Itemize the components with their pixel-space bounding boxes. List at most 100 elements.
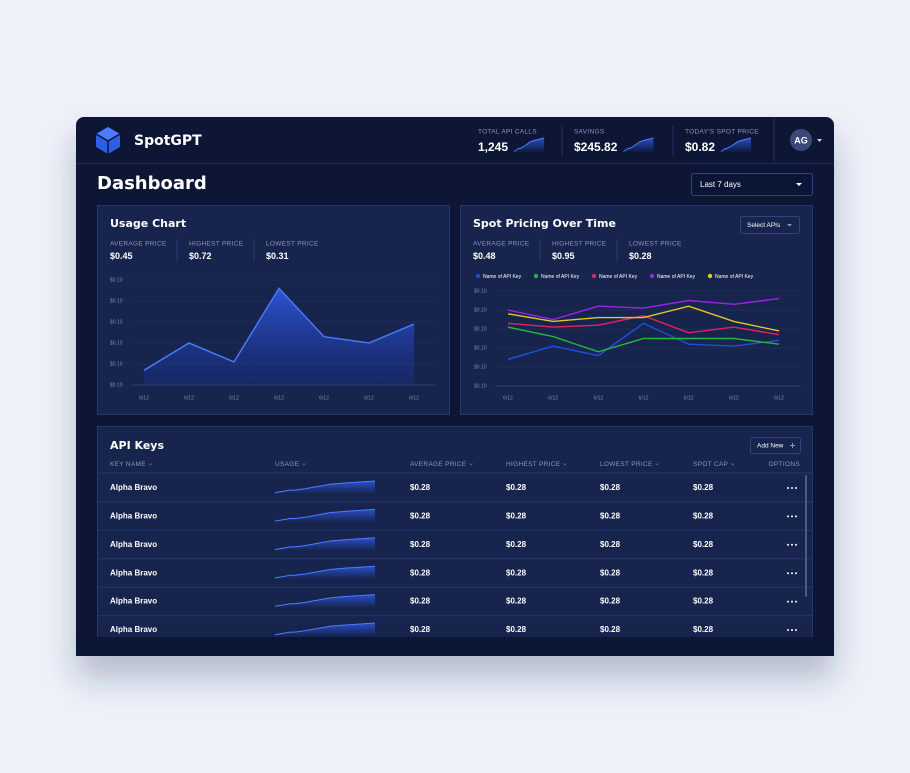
select-apis[interactable]	[740, 216, 800, 234]
x-tick-label: 6/12	[729, 395, 739, 401]
sparkline-fill	[514, 138, 545, 153]
stat-value: $0.31	[266, 251, 289, 261]
legend-swatch	[475, 273, 481, 279]
options-dot	[795, 515, 797, 518]
sparkline	[720, 137, 752, 152]
key-name: Alpha Bravo	[110, 540, 157, 549]
cell: $0.28	[506, 597, 527, 606]
cell: $0.28	[600, 540, 621, 549]
x-tick-label: 6/12	[548, 395, 558, 401]
panel-title: Spot Pricing Over Time	[473, 217, 616, 230]
column-header[interactable]: AVERAGE PRICE	[410, 461, 467, 468]
y-tick-label: $0.10	[110, 319, 123, 325]
cell: $0.28	[600, 568, 621, 577]
sort-icon	[148, 463, 153, 466]
line	[143, 287, 415, 371]
add-new-label: Add New	[757, 443, 784, 450]
legend-label: Name of API Key	[599, 274, 638, 280]
sparkline	[274, 622, 376, 636]
column-header[interactable]: USAGE	[275, 461, 300, 468]
x-tick-label: 6/12	[274, 395, 284, 401]
cell: $0.28	[600, 483, 621, 492]
legend-swatch	[707, 273, 713, 279]
key-name: Alpha Bravo	[110, 483, 157, 492]
cell: $0.28	[410, 483, 431, 492]
sparkline-fill	[275, 537, 375, 551]
column-header[interactable]: HIGHEST PRICE	[506, 461, 561, 468]
y-tick-label: $0.10	[110, 382, 123, 388]
avatar[interactable]	[790, 129, 812, 151]
stat-label: HIGHEST PRICE	[189, 241, 244, 248]
line	[507, 305, 780, 332]
add-new[interactable]	[750, 437, 801, 454]
options-dot	[787, 515, 789, 518]
x-tick-label: 6/12	[503, 395, 513, 401]
cell: $0.28	[600, 512, 621, 521]
options-dot	[795, 487, 797, 489]
sort-icon	[655, 463, 659, 466]
legend-label: Name of API Key	[715, 274, 754, 280]
panel-title: Usage Chart	[110, 217, 186, 230]
stat-value: $0.28	[629, 251, 652, 261]
sparkline-fill	[721, 138, 752, 153]
options-dot	[791, 515, 793, 518]
x-tick-label: 6/12	[639, 395, 649, 401]
options-dot	[791, 600, 793, 603]
sparkline	[623, 137, 654, 152]
line	[507, 314, 780, 336]
x-tick-label: 6/12	[184, 395, 194, 401]
column-header[interactable]: SPOT CAP	[693, 461, 728, 468]
stat-value: $0.72	[189, 251, 212, 261]
column-header[interactable]: OPTIONS	[769, 461, 801, 468]
sort-icon	[302, 463, 306, 466]
sparkline	[274, 594, 376, 607]
options-dot	[787, 543, 789, 546]
avatar-caret	[817, 139, 822, 142]
y-tick-label: $0.10	[474, 345, 487, 351]
y-tick-label: $0.10	[474, 307, 487, 313]
stat-value: 1,245	[478, 140, 508, 154]
column-header[interactable]: LOWEST PRICE	[600, 461, 653, 468]
options-dot	[791, 629, 793, 631]
cell: $0.28	[693, 568, 714, 577]
window-footer	[76, 637, 834, 656]
legend-swatch	[649, 273, 655, 279]
header-divider	[76, 163, 834, 164]
sparkline-fill	[275, 566, 375, 580]
legend-label: Name of API Key	[483, 274, 522, 280]
cell: $0.28	[410, 625, 431, 634]
range-caret	[796, 183, 802, 186]
x-tick-label: 6/12	[684, 395, 694, 401]
stat-value: $0.45	[110, 251, 133, 261]
options-dot	[795, 543, 797, 546]
cell: $0.28	[693, 540, 714, 549]
x-tick-label: 6/12	[364, 395, 374, 401]
stat-label: HIGHEST PRICE	[552, 241, 607, 248]
key-name: Alpha Bravo	[110, 568, 157, 577]
range-select[interactable]	[691, 173, 813, 196]
y-tick-label: $0.10	[110, 298, 123, 304]
stat-label: LOWEST PRICE	[266, 241, 319, 248]
cell: $0.28	[693, 512, 714, 521]
key-name: Alpha Bravo	[110, 512, 157, 521]
area	[144, 288, 414, 385]
options-dot	[795, 629, 797, 631]
stat-label: LOWEST PRICE	[629, 241, 682, 248]
panel	[97, 426, 813, 642]
stat-value: $0.95	[552, 251, 575, 261]
stat-label: SAVINGS	[574, 129, 605, 136]
sparkline-fill	[275, 509, 375, 523]
cell: $0.28	[410, 597, 431, 606]
x-tick-label: 6/12	[409, 395, 419, 401]
x-tick-label: 6/12	[593, 395, 603, 401]
select-apis-label: Select APIs	[747, 222, 781, 229]
stat-value: $0.82	[685, 140, 715, 154]
stat-value: $0.48	[473, 251, 496, 261]
sparkline	[274, 537, 376, 550]
sparkline	[274, 508, 376, 522]
column-header[interactable]: KEY NAME	[110, 461, 146, 468]
y-tick-label: $0.10	[110, 340, 123, 346]
options-dot	[791, 543, 793, 546]
brand: SpotGPT	[134, 133, 202, 149]
